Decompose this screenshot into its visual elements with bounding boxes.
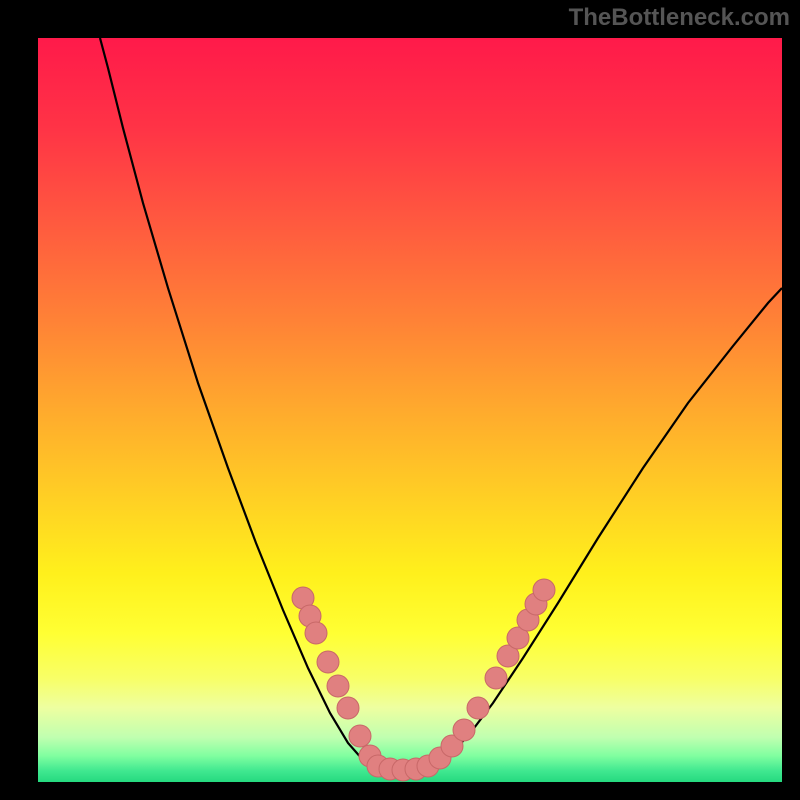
- curve-marker: [317, 651, 339, 673]
- curve-marker: [349, 725, 371, 747]
- curve-marker: [305, 622, 327, 644]
- curve-markers: [292, 579, 555, 781]
- curve-marker: [533, 579, 555, 601]
- curve-marker: [453, 719, 475, 741]
- curve-marker: [467, 697, 489, 719]
- chart-container: TheBottleneck.com: [0, 0, 800, 800]
- curve-marker: [485, 667, 507, 689]
- watermark-text: TheBottleneck.com: [569, 4, 790, 32]
- v-curve: [38, 38, 782, 782]
- curve-marker: [327, 675, 349, 697]
- curve-marker: [337, 697, 359, 719]
- plot-area: [38, 38, 782, 782]
